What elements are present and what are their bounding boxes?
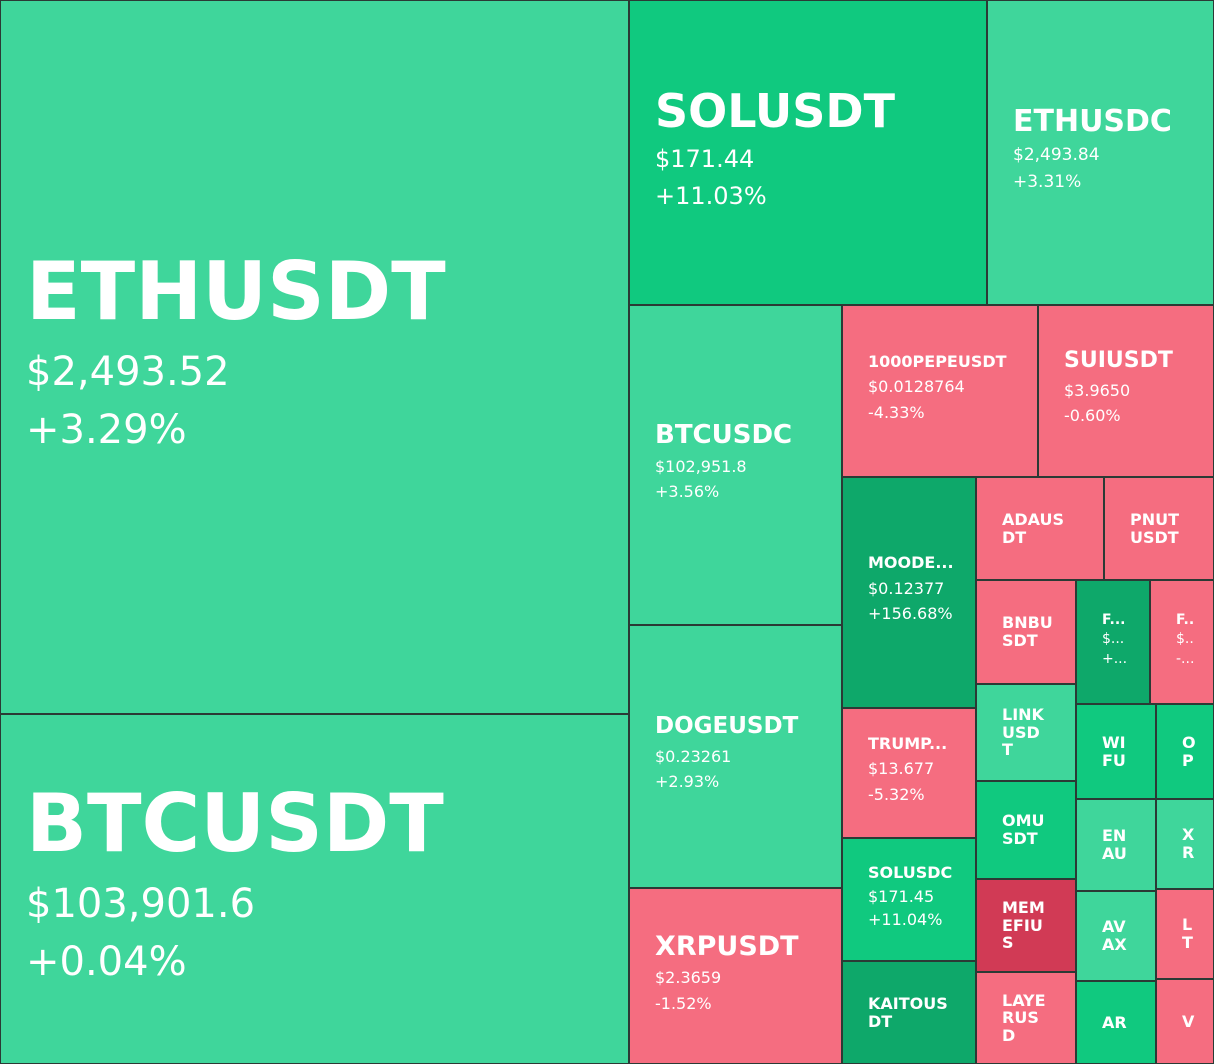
tile[interactable]: SOLUSDC $171.45 +11.04%	[842, 838, 976, 961]
price: $0.12377	[868, 578, 945, 598]
change: -...	[1176, 650, 1195, 667]
tile[interactable]: F... $... +...	[1076, 580, 1150, 704]
tile[interactable]: SUIUSDT $3.9650 -0.60%	[1038, 305, 1214, 477]
tile[interactable]: MEMEFIUS	[976, 879, 1076, 972]
symbol: XRPUSDT	[655, 930, 799, 962]
symbol: BTCUSDT	[26, 777, 444, 870]
symbol: ETHUSDT	[26, 245, 446, 338]
change: -0.60%	[1064, 406, 1121, 426]
tile[interactable]: KAITOUSDT	[842, 961, 976, 1064]
price: $...	[1102, 631, 1125, 648]
tile[interactable]: OMUSDT	[976, 781, 1076, 879]
tile[interactable]: XR	[1156, 799, 1214, 889]
tile[interactable]: SOLUSDT $171.44 +11.03%	[629, 0, 987, 305]
price: $3.9650	[1064, 380, 1131, 400]
change: +3.29%	[26, 407, 187, 453]
symbol: SOLUSDT	[655, 83, 895, 138]
tile[interactable]: MOODE... $0.12377 +156.68%	[842, 477, 976, 708]
symbol: BTCUSDC	[655, 420, 793, 451]
symbol: F...	[1102, 611, 1126, 628]
tile[interactable]: OP	[1156, 704, 1214, 799]
change: +3.56%	[655, 482, 720, 502]
symbol: V	[1182, 1011, 1195, 1031]
symbol: TRUMP...	[868, 733, 948, 753]
tile[interactable]: TRUMP... $13.677 -5.32%	[842, 708, 976, 838]
symbol: SOLUSDC	[868, 863, 953, 883]
symbol: MEMEFIUS	[1002, 898, 1045, 953]
change: +3.31%	[1013, 172, 1082, 192]
tile[interactable]: DOGEUSDT $0.23261 +2.93%	[629, 625, 842, 888]
symbol: PNUTUSDT	[1130, 509, 1180, 547]
price: $171.45	[868, 886, 935, 906]
tile[interactable]: LINKUSDT	[976, 684, 1076, 781]
change: -5.32%	[868, 784, 925, 804]
tile[interactable]: LT	[1156, 889, 1214, 979]
symbol: LAYERUSD	[1002, 990, 1046, 1045]
symbol: AR	[1102, 1012, 1127, 1032]
symbol: SUIUSDT	[1064, 348, 1173, 374]
tile[interactable]: AVAX	[1076, 891, 1156, 981]
tile[interactable]: 1000PEPEUSDT $0.0128764 -4.33%	[842, 305, 1038, 477]
symbol: ETHUSDC	[1013, 104, 1172, 140]
tile[interactable]: PNUTUSDT	[1104, 477, 1214, 580]
change: +11.03%	[655, 181, 767, 210]
change: +0.04%	[26, 939, 187, 985]
symbol: XR	[1182, 825, 1195, 862]
change: +11.04%	[868, 910, 943, 930]
price: $..	[1176, 631, 1194, 648]
symbol: ENAU	[1102, 826, 1127, 863]
price: $0.23261	[655, 746, 732, 766]
tile[interactable]: BTCUSDT $103,901.6 +0.04%	[0, 714, 629, 1064]
symbol: KAITOUSDT	[868, 993, 948, 1031]
tile[interactable]: BTCUSDC $102,951.8 +3.56%	[629, 305, 842, 625]
tile[interactable]: AR	[1076, 981, 1156, 1064]
price: $103,901.6	[26, 881, 256, 927]
tile[interactable]: XRPUSDT $2.3659 -1.52%	[629, 888, 842, 1064]
symbol: ADAUSDT	[1002, 509, 1065, 547]
price: $102,951.8	[655, 456, 747, 476]
change: +156.68%	[868, 604, 953, 624]
price: $2,493.84	[1013, 145, 1100, 166]
symbol: OMUSDT	[1002, 811, 1045, 848]
symbol: AVAX	[1102, 917, 1127, 954]
tile[interactable]: ETHUSDT $2,493.52 +3.29%	[0, 0, 629, 714]
tile[interactable]: ADAUSDT	[976, 477, 1104, 580]
symbol: BNBUSDT	[1002, 613, 1053, 650]
change: +...	[1102, 650, 1128, 667]
change: -4.33%	[868, 402, 925, 422]
tile[interactable]: F.. $.. -...	[1150, 580, 1214, 704]
price: $171.44	[655, 145, 755, 174]
change: -1.52%	[655, 993, 712, 1013]
tile[interactable]: ETHUSDC $2,493.84 +3.31%	[987, 0, 1214, 305]
symbol: 1000PEPEUSDT	[868, 351, 1007, 371]
symbol: DOGEUSDT	[655, 713, 799, 740]
tile[interactable]: V	[1156, 979, 1214, 1064]
symbol: OP	[1182, 732, 1196, 770]
tile[interactable]: LAYERUSD	[976, 972, 1076, 1064]
price: $2.3659	[655, 968, 722, 988]
symbol: WIFU	[1102, 732, 1126, 770]
price: $2,493.52	[26, 349, 230, 395]
tile[interactable]: BNBUSDT	[976, 580, 1076, 684]
price: $13.677	[868, 759, 935, 779]
price: $0.0128764	[868, 377, 965, 397]
symbol: F..	[1176, 611, 1195, 628]
change: +2.93%	[655, 772, 720, 792]
tile[interactable]: ENAU	[1076, 799, 1156, 891]
symbol: LT	[1182, 915, 1193, 952]
symbol: MOODE...	[868, 553, 954, 573]
tile[interactable]: WIFU	[1076, 704, 1156, 799]
symbol: LINKUSDT	[1002, 705, 1044, 760]
